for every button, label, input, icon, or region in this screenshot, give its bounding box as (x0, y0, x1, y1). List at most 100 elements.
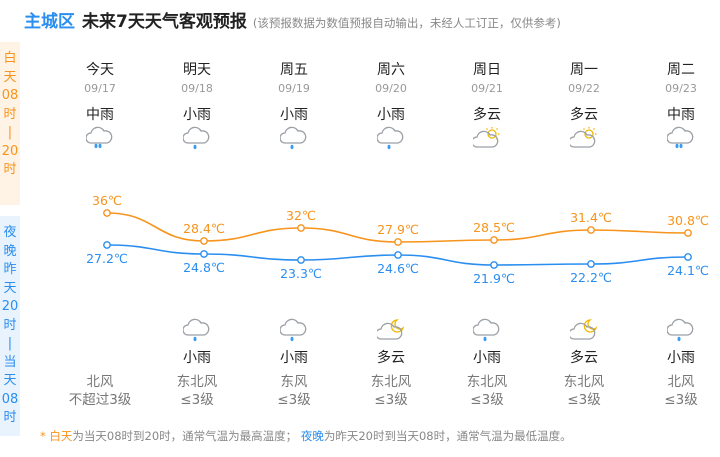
day-condition: 小雨 (280, 107, 308, 123)
day-condition: 中雨 (86, 107, 114, 123)
low-temp-point (394, 251, 402, 259)
day-date: 09/21 (471, 82, 503, 95)
wind-direction: 东风 (280, 374, 308, 390)
light-rain-icon (159, 318, 235, 344)
footer-day-desc: 为当天08时到20时，通常气温为最高温度； (72, 429, 298, 443)
footer-night-desc: 为昨天20时到当天08时，通常气温为最低温度。 (323, 429, 572, 443)
night-condition: 小雨 (280, 350, 308, 366)
wind-level: ≤3级 (470, 392, 504, 408)
day-condition: 多云 (570, 107, 598, 123)
light-rain-icon (643, 318, 719, 344)
day-date: 09/17 (84, 82, 116, 95)
low-temp-point (587, 260, 595, 268)
side-label-char: 08 (1, 88, 19, 103)
high-temp-point (587, 226, 595, 234)
high-temp-point (297, 224, 305, 232)
high-temp-label: 28.5℃ (473, 220, 515, 235)
low-temp-label: 24.8℃ (183, 260, 225, 275)
side-label-char: | (7, 336, 13, 351)
day-name: 周六 (377, 62, 405, 78)
day-date: 09/20 (375, 82, 407, 95)
footer-night-term: 夜晚 (300, 429, 324, 443)
day-condition: 中雨 (667, 107, 695, 123)
day-name: 周二 (667, 62, 695, 78)
night-condition: 多云 (377, 350, 405, 366)
wind-direction: 东北风 (370, 374, 412, 390)
high-temp-label: 32℃ (286, 208, 316, 223)
high-temp-point (103, 209, 111, 217)
light-rain-icon (256, 126, 332, 152)
wind-level: 不超过3级 (68, 392, 132, 408)
low-temp-label: 27.2℃ (86, 251, 128, 266)
footer-bullet: * (40, 429, 46, 443)
wind-level: ≤3级 (277, 392, 311, 408)
side-label-char: 时 (3, 106, 17, 122)
high-temp-label: 31.4℃ (570, 210, 612, 225)
low-temp-point (103, 241, 111, 249)
day-name: 明天 (183, 62, 211, 78)
footer-day-term: 白天 (49, 429, 73, 443)
header: 主城区 未来7天天气客观预报 (该预报数据为数值预报自动输出，未经人工订正，仅供… (24, 7, 561, 32)
district-name[interactable]: 主城区 (24, 12, 75, 32)
high-temp-point (684, 229, 692, 237)
side-label-char: 昨 (3, 262, 17, 277)
moderate-rain-icon (62, 126, 138, 152)
high-temp-label: 30.8℃ (667, 213, 709, 228)
partly-cloudy-night-icon (546, 318, 622, 344)
day-date: 09/18 (181, 82, 213, 95)
day-band-label: 白天 08 时 | 20 时 (0, 42, 20, 205)
low-temp-label: 24.1℃ (667, 263, 709, 278)
wind-direction: 东北风 (563, 374, 605, 390)
wind-level: ≤3级 (374, 392, 408, 408)
side-label-char: 时 (3, 162, 17, 177)
side-label-char: 天 (3, 373, 17, 388)
footer-note: * 白天为当天08时到20时，通常气温为最高温度； 夜晚为昨天20时到当天08时… (40, 428, 572, 444)
wind-level: ≤3级 (664, 392, 698, 408)
night-band-label: 夜晚昨天 20 时 | 当天 08 时 (0, 216, 20, 436)
partly-cloudy-day-icon (546, 126, 622, 152)
partly-cloudy-day-icon (449, 126, 525, 152)
high-temp-label: 28.4℃ (183, 221, 225, 236)
disclaimer-note: (该预报数据为数值预报自动输出，未经人工订正，仅供参考) (252, 16, 561, 30)
low-temp-label: 21.9℃ (473, 271, 515, 286)
low-temp-label: 23.3℃ (280, 266, 322, 281)
side-label-char: 20 (1, 143, 19, 159)
wind-direction: 北风 (86, 374, 114, 390)
high-temp-point (200, 237, 208, 245)
day-condition: 多云 (473, 107, 501, 123)
night-condition: 小雨 (667, 350, 695, 366)
high-temp-point (394, 238, 402, 246)
day-name: 周五 (280, 62, 308, 78)
high-temp-label: 27.9℃ (377, 222, 419, 237)
low-temp-label: 22.2℃ (570, 270, 612, 285)
wind-level: ≤3级 (567, 392, 601, 408)
wind-direction: 东北风 (176, 374, 218, 390)
day-condition: 小雨 (377, 107, 405, 123)
side-label-char: 天 (3, 280, 17, 296)
side-label-char: 晚 (3, 243, 17, 259)
day-date: 09/23 (665, 82, 697, 95)
side-label-char: 20 (1, 299, 19, 314)
night-condition: 小雨 (473, 350, 501, 366)
wind-direction: 北风 (667, 374, 695, 390)
light-rain-icon (449, 318, 525, 344)
high-temp-label: 36℃ (92, 193, 122, 208)
day-name: 周一 (570, 62, 598, 78)
side-label-char: 白 (3, 51, 17, 66)
low-temp-point (490, 261, 498, 269)
low-temp-label: 24.6℃ (377, 261, 419, 276)
side-label-char: 时 (3, 317, 17, 333)
side-label-char: 08 (1, 391, 19, 407)
side-label-char: 时 (3, 410, 17, 425)
low-temp-point (297, 256, 305, 264)
light-rain-icon (159, 126, 235, 152)
page-title: 未来7天天气客观预报 (82, 12, 247, 32)
wind-level: ≤3级 (180, 392, 214, 408)
day-name: 今天 (86, 62, 114, 78)
moderate-rain-icon (643, 126, 719, 152)
side-label-char: 天 (3, 69, 17, 85)
day-date: 09/22 (568, 82, 600, 95)
night-condition: 多云 (570, 350, 598, 366)
low-temp-point (684, 253, 692, 261)
